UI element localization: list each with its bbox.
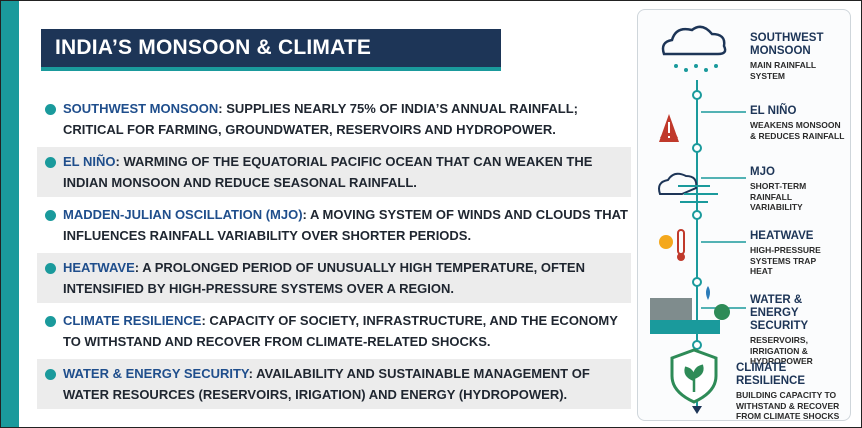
panel-item-desc-line: WEAKENS MONSOON [750, 120, 841, 130]
bullet-dot [45, 369, 56, 380]
panel-item-desc-line: SYSTEM [750, 70, 785, 81]
panel-item-title: CLIMATE RESILIENCE [736, 362, 806, 387]
panel-item-desc: HIGH-PRESSURE SYSTEMS TRAP HEAT [750, 245, 821, 277]
panel-item: WATER & ENERGY SECURITY RESERVOIRS, IRRIGAT… [750, 294, 850, 367]
panel-item-title: SECURITY [750, 320, 809, 332]
bullet-text: : A PROLONGED PERIOD OF UNUSUALLY HIGH T… [63, 260, 585, 296]
panel-item-desc: RESERVOIRS, IRRIGATION & HYDROPOWER [750, 335, 850, 367]
side-panel: SOUTHWEST MONSOON MAIN RAINFALL SYSTEM EL NI… [637, 9, 851, 421]
bullet-term: SOUTHWEST MONSOON [63, 101, 219, 116]
bullet-row: WATER & ENERGY SECURITY: AVAILABILITY AN… [37, 359, 631, 409]
panel-item-desc-line: IRRIGATION & [750, 345, 808, 356]
panel-item-desc-line: WITHSTAND & RECOVER [736, 400, 840, 411]
panel-item-desc: SHORT-TERM RAINFALL VARIABILITY [750, 181, 806, 213]
panel-item-desc-line: MAIN RAINFALL [750, 60, 817, 70]
panel-item-title: MONSOON [750, 45, 811, 57]
bullet-term: WATER & ENERGY SECURITY [63, 366, 249, 381]
panel-item-desc-line: SHORT-TERM [750, 181, 807, 191]
panel-item-desc: BUILDING CAPACITY TO WITHSTAND & RECOVER F… [736, 390, 850, 422]
panel-item-title: WATER & ENERGY [750, 294, 803, 319]
bullet-term: CLIMATE RESILIENCE [63, 313, 202, 328]
bullet-row: MADDEN-JULIAN OSCILLATION (MJO): A MOVIN… [37, 200, 631, 250]
panel-item: MJO SHORT-TERM RAINFALL VARIABILITY [750, 166, 806, 213]
panel-graphics [650, 25, 746, 414]
panel-item-title: MJO [750, 166, 775, 178]
panel-item-desc-line: VARIABILITY [750, 202, 803, 212]
panel-item-desc-line: HYDROPOWER [750, 356, 813, 366]
side-stripe [1, 1, 19, 427]
bullet-row: HEATWAVE: A PROLONGED PERIOD OF UNUSUALL… [37, 253, 631, 303]
bullet-text: : A MOVING SYSTEM OF WINDS AND CLOUDS TH… [63, 207, 629, 243]
panel-item: EL NIÑO WEAKENS MONSOON & REDUCES RAINFALL [750, 105, 844, 141]
bullet-text: : CAPACITY OF SOCIETY, INFRASTRUCTURE, A… [63, 313, 618, 349]
panel-item-title: EL NIÑO [750, 105, 797, 117]
bullet-dot [45, 210, 56, 221]
panel-item-title: HEATWAVE [750, 230, 814, 242]
panel-item: SOUTHWEST MONSOON MAIN RAINFALL SYSTEM [750, 32, 823, 81]
bullet-row: SOUTHWEST MONSOON: SUPPLIES NEARLY 75% O… [37, 94, 631, 144]
bullet-text: : AVAILABILITY AND SUSTAINABLE MANAGEMEN… [63, 366, 590, 402]
bullet-text: : SUPPLIES NEARLY 75% OF INDIA’S ANNUAL … [63, 101, 578, 137]
panel-item-desc-line: BUILDING CAPACITY TO [736, 390, 837, 400]
panel-item-desc: WEAKENS MONSOON & REDUCES RAINFALL [750, 120, 844, 141]
bullet-term: EL NIÑO [63, 154, 116, 169]
bullet-dot [45, 316, 56, 327]
panel-item: HEATWAVE HIGH-PRESSURE SYSTEMS TRAP HEAT [750, 230, 821, 277]
panel-item-desc-line: & REDUCES RAINFALL [750, 130, 845, 141]
panel-item-desc-line: RAINFALL [750, 191, 793, 202]
bullet-term: HEATWAVE [63, 260, 135, 275]
bullet-term: MADDEN-JULIAN OSCILLATION (MJO) [63, 207, 303, 222]
bullet-row: CLIMATE RESILIENCE: CAPACITY OF SOCIETY,… [37, 306, 631, 356]
panel-item: CLIMATE RESILIENCE BUILDING CAPACITY TO WI… [736, 362, 850, 422]
panel-item-desc-line: SYSTEMS TRAP [750, 255, 817, 266]
panel-item-desc-line: FROM CLIMATE SHOCKS [736, 411, 840, 421]
panel-item-desc-line: HEAT [750, 266, 773, 276]
panel-item-desc-line: HIGH-PRESSURE [750, 245, 821, 255]
bullet-row: EL NIÑO: WARMING OF THE EQUATORIAL PACIF… [37, 147, 631, 197]
panel-item-desc: MAIN RAINFALL SYSTEM [750, 60, 823, 81]
bullet-dot [45, 263, 56, 274]
panel-item-title: SOUTHWEST [750, 32, 824, 44]
bullet-dot [45, 104, 56, 115]
title: INDIA’S MONSOON & CLIMATE RESILIENCE [41, 29, 501, 97]
bullet-dot [45, 157, 56, 168]
bullet-text: : WARMING OF THE EQUATORIAL PACIFIC OCEA… [63, 154, 593, 190]
panel-item-desc-line: RESERVOIRS, [750, 335, 808, 345]
